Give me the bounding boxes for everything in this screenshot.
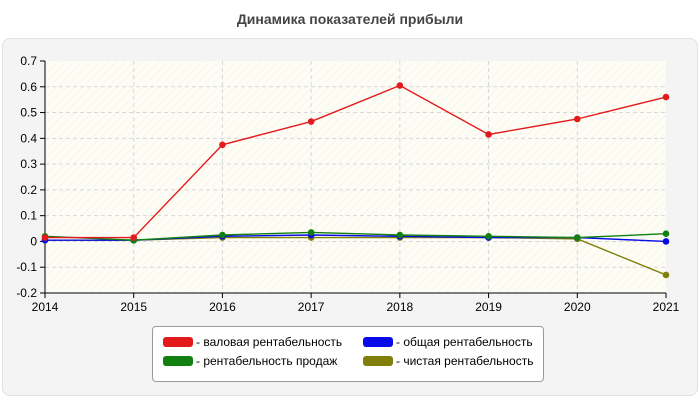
series-point [662, 93, 670, 101]
series-point [662, 238, 670, 245]
plot-area [45, 61, 666, 293]
x-tick-label: 2019 [475, 300, 502, 314]
legend-item-net: - чистая рентабельность [363, 354, 533, 368]
series-line [44, 231, 667, 241]
series-point [41, 234, 49, 241]
series-point [485, 131, 492, 138]
legend-swatch-sales [163, 356, 193, 366]
legend-item-gross: - валовая рентабельность [163, 335, 342, 349]
series-point [307, 118, 315, 125]
y-tick-label: 0.5 [20, 106, 37, 120]
y-tick-label: 0.2 [20, 183, 37, 197]
legend-label-total: - общая рентабельность [396, 335, 533, 349]
series-point [662, 271, 670, 279]
legend-swatch-total [363, 337, 393, 347]
series-point [307, 229, 315, 236]
x-tick-label: 2015 [120, 300, 147, 314]
series-point [573, 234, 581, 241]
series-point [396, 231, 404, 239]
y-tick-label: -0.2 [16, 286, 37, 300]
series-point [662, 230, 670, 238]
chart-title: Динамика показателей прибыли [236, 11, 464, 27]
series-point [396, 82, 404, 89]
y-tick-label: 0.3 [20, 157, 37, 171]
y-tick-label: 0.1 [20, 209, 37, 223]
x-tick-label: 2016 [209, 300, 236, 314]
y-tick-label: 0 [30, 234, 37, 248]
x-tick-label: 2021 [653, 300, 680, 314]
legend-swatch-gross [163, 337, 193, 347]
y-tick-label: 0.7 [20, 54, 37, 68]
legend: - валовая рентабельность - рентабельност… [152, 326, 544, 382]
series-point [573, 115, 581, 123]
x-tick-label: 2017 [298, 300, 325, 314]
legend-label-net: - чистая рентабельность [396, 354, 534, 368]
legend-label-sales: - рентабельность продаж [196, 354, 338, 368]
legend-item-total: - общая рентабельность [363, 335, 533, 349]
legend-swatch-net [363, 356, 393, 366]
y-tick-label: -0.1 [16, 260, 37, 274]
series-point [485, 232, 492, 240]
legend-item-sales: - рентабельность продаж [163, 354, 337, 368]
y-tick-label: 0.6 [20, 80, 37, 94]
x-tick-label: 2014 [32, 300, 59, 314]
series-line [45, 84, 667, 239]
x-tick-label: 2018 [387, 300, 414, 314]
series-point [130, 234, 138, 241]
y-tick-label: 0.4 [20, 131, 37, 145]
x-tick-label: 2020 [564, 300, 591, 314]
legend-label-gross: - валовая рентабельность [196, 335, 343, 349]
series-point [219, 231, 226, 239]
series-point [219, 141, 226, 149]
